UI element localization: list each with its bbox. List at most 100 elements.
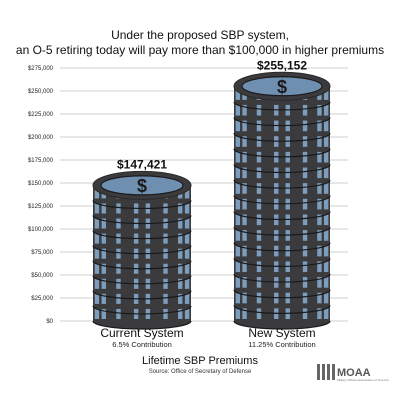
coin-edge-stripe bbox=[163, 278, 168, 289]
coin-edge-stripe bbox=[242, 261, 247, 273]
coin-edge-stripe bbox=[235, 277, 241, 288]
x-axis-title: Lifetime SBP Premiums bbox=[142, 355, 258, 367]
category-sublabel: 11.25% Contribution bbox=[248, 340, 315, 349]
coin-edge-stripe bbox=[116, 203, 121, 214]
coin-edge-stripe bbox=[235, 167, 241, 179]
coin-edge-stripe bbox=[323, 214, 329, 226]
coin-edge-stripe bbox=[178, 308, 183, 319]
coin-edge-stripe bbox=[256, 198, 262, 210]
coin-edge-stripe bbox=[235, 104, 241, 116]
coin-edge-stripe bbox=[94, 233, 100, 244]
coin-edge-stripe bbox=[242, 292, 247, 304]
coin-edge-stripe bbox=[302, 198, 308, 210]
coin-edge-stripe bbox=[242, 308, 247, 319]
coin-edge-stripe bbox=[235, 214, 241, 226]
coin-edge-stripe bbox=[178, 278, 183, 289]
coin-edge-stripe bbox=[317, 167, 322, 179]
value-label: $255,152 bbox=[257, 58, 307, 72]
coin-edge-stripe bbox=[94, 263, 100, 274]
coin-edge-stripe bbox=[242, 245, 247, 257]
coin-edge-stripe bbox=[184, 218, 190, 229]
coin-edge-stripe bbox=[235, 198, 241, 210]
coin-separator bbox=[233, 305, 331, 314]
coin-edge-stripe bbox=[242, 104, 247, 116]
coin-edge-stripe bbox=[256, 151, 262, 163]
coin-separator bbox=[233, 101, 331, 111]
coin-separator bbox=[233, 289, 331, 299]
coin-separator bbox=[92, 215, 192, 225]
chart-title-line-2: an O-5 retiring today will pay more than… bbox=[15, 43, 385, 57]
coin-edge-stripe bbox=[116, 293, 121, 304]
coin-edge-stripe bbox=[116, 248, 121, 259]
coin-edge-stripe bbox=[184, 278, 190, 289]
coin-edge-stripe bbox=[116, 308, 121, 319]
coin-edge-stripe bbox=[163, 263, 168, 274]
coin-edge-stripe bbox=[184, 233, 190, 244]
coin-edge-stripe bbox=[163, 233, 168, 244]
source-note: Source: Office of Secretary of Defense bbox=[149, 369, 252, 375]
coin-separator bbox=[233, 117, 331, 127]
coin-edge-stripe bbox=[302, 230, 308, 241]
coin-edge-stripe bbox=[163, 293, 168, 304]
coin-edge-stripe bbox=[302, 214, 308, 226]
coin-edge-stripe bbox=[256, 214, 262, 226]
coin-edge-stripe bbox=[94, 203, 100, 214]
coin-edge-stripe bbox=[256, 308, 262, 319]
y-tick-label: $175,000 bbox=[28, 158, 54, 164]
coin-edge-stripe bbox=[94, 278, 100, 289]
coin-edge-stripe bbox=[256, 245, 262, 257]
coin-separator bbox=[233, 179, 331, 189]
coin-edge-stripe bbox=[184, 188, 190, 199]
coin-edge-stripe bbox=[323, 183, 329, 194]
coin-edge-stripe bbox=[317, 230, 322, 241]
coin-edge-stripe bbox=[94, 248, 100, 259]
coin-edge-stripe bbox=[302, 183, 308, 194]
coin-edge-stripe bbox=[317, 292, 322, 304]
coin-stack-bar: $ bbox=[92, 170, 192, 330]
coin-edge-stripe bbox=[235, 120, 241, 132]
coin-edge-stripe bbox=[178, 293, 183, 304]
y-tick-label: $250,000 bbox=[28, 89, 54, 95]
coin-edge-stripe bbox=[323, 308, 329, 319]
y-tick-label: $200,000 bbox=[28, 135, 54, 141]
coin-edge-stripe bbox=[317, 277, 322, 288]
moaa-logo: MOAA Military Officers Association of Am… bbox=[317, 364, 389, 382]
y-tick-label: $150,000 bbox=[28, 181, 54, 187]
coin-edge-stripe bbox=[317, 151, 322, 163]
coin-edge-stripe bbox=[235, 183, 241, 194]
coin-edge-stripe bbox=[302, 136, 308, 147]
coin-edge-stripe bbox=[242, 183, 247, 194]
logo-text: MOAA bbox=[337, 367, 371, 379]
coin-edge-stripe bbox=[256, 136, 262, 147]
coin-edge-stripe bbox=[256, 167, 262, 179]
coin-edge-stripe bbox=[317, 214, 322, 226]
coin-edge-stripe bbox=[323, 89, 329, 100]
coin-edge-stripe bbox=[94, 188, 100, 199]
coin-edge-stripe bbox=[256, 277, 262, 288]
coin-edge-stripe bbox=[94, 308, 100, 319]
coin-top-face bbox=[100, 175, 184, 196]
coin-edge-stripe bbox=[242, 167, 247, 179]
chart-title-line-1: Under the proposed SBP system, bbox=[111, 28, 289, 42]
logo-subtext: Military Officers Association of America bbox=[337, 378, 389, 382]
coin-edge-stripe bbox=[163, 218, 168, 229]
y-tick-label: $125,000 bbox=[28, 204, 54, 210]
coin-edge-stripe bbox=[323, 261, 329, 273]
y-tick-label: $25,000 bbox=[31, 296, 53, 302]
coin-edge-stripe bbox=[323, 292, 329, 304]
coin-edge-stripe bbox=[235, 151, 241, 163]
bar-layer: $$ bbox=[92, 71, 331, 330]
coin-separator bbox=[233, 195, 331, 205]
coin-edge-stripe bbox=[178, 233, 183, 244]
coin-edge-stripe bbox=[235, 136, 241, 147]
coin-edge-stripe bbox=[302, 120, 308, 132]
coin-edge-stripe bbox=[116, 233, 121, 244]
coin-edge-stripe bbox=[317, 198, 322, 210]
coin-edge-stripe bbox=[101, 263, 106, 274]
coin-edge-stripe bbox=[323, 120, 329, 132]
coin-edge-stripe bbox=[256, 104, 262, 116]
y-tick-label: $0 bbox=[46, 319, 53, 325]
coin-separator bbox=[233, 273, 331, 283]
